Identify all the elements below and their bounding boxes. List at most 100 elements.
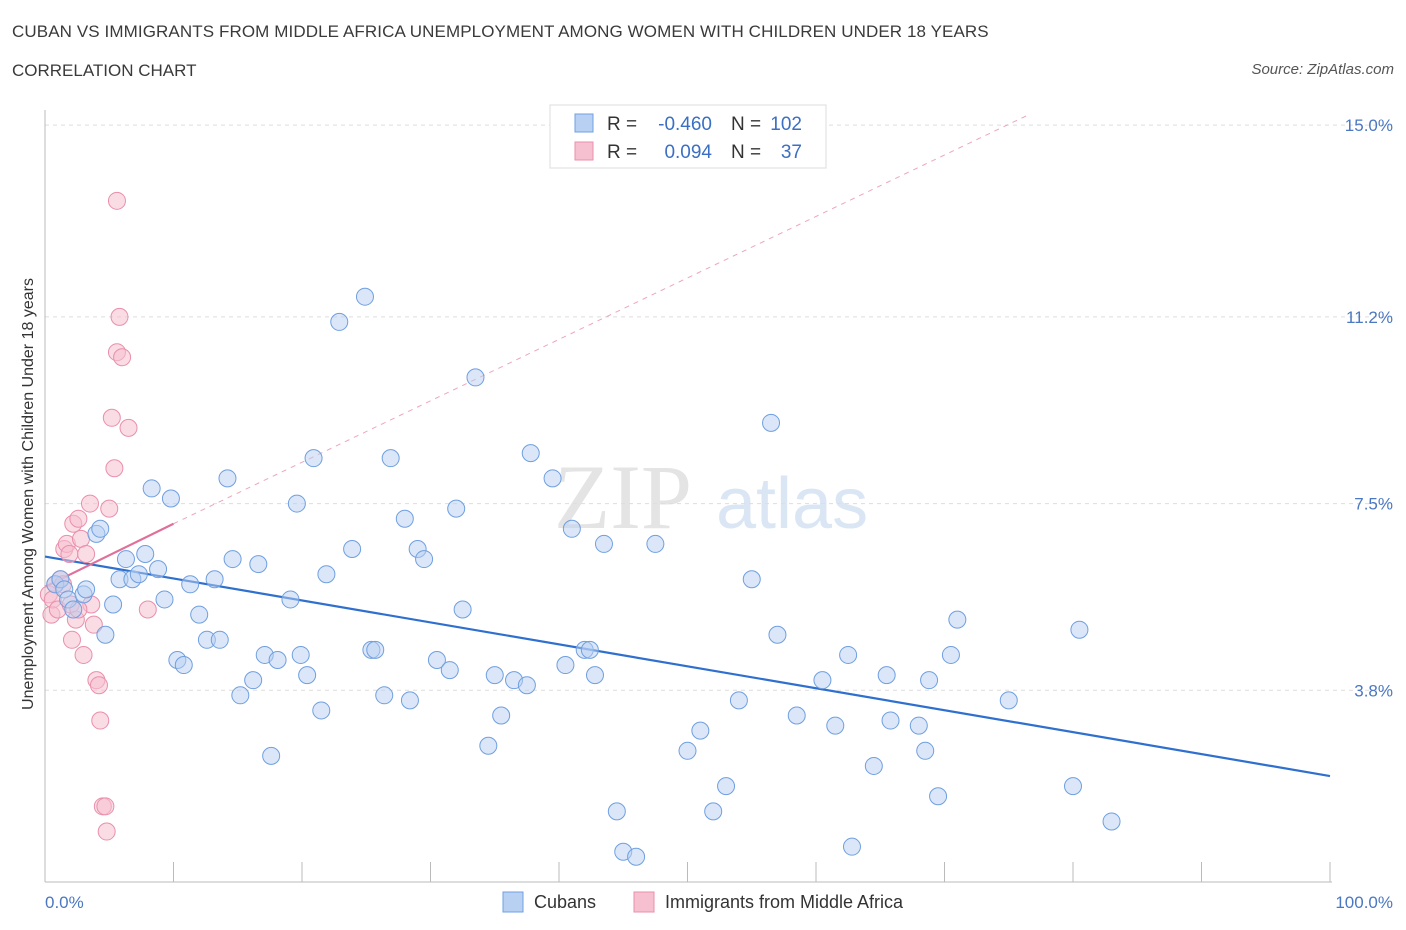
watermark: ZIP atlas <box>554 446 868 548</box>
y-tick-label: 3.8% <box>1354 681 1393 700</box>
cubans-point <box>218 469 237 488</box>
cubans-point <box>205 570 224 589</box>
cubans-point <box>223 550 242 569</box>
cubans-point <box>562 519 581 538</box>
stats-legend: R = -0.460 N = 102 R = 0.094 N = 37 <box>549 104 827 169</box>
cubans-point <box>646 534 665 553</box>
x-ticks <box>44 862 1331 882</box>
bottom-swatch-immigrants <box>633 891 655 913</box>
immigrants-point <box>102 408 121 427</box>
cubans-point <box>136 545 155 564</box>
cubans-point <box>161 489 180 508</box>
cubans-point <box>948 610 967 629</box>
y-tick-label: 11.2% <box>1346 308 1393 327</box>
cubans-point <box>813 671 832 690</box>
cubans-point <box>787 706 806 725</box>
cubans-point <box>585 666 604 685</box>
immigrants-point <box>113 348 132 367</box>
cubans-point <box>485 666 504 685</box>
immigrants-point <box>71 529 90 548</box>
cubans-point <box>91 519 110 538</box>
cubans-point <box>249 555 268 574</box>
cubans-point <box>492 706 511 725</box>
cubans-point <box>466 368 485 387</box>
legend-label-cubans: Cubans <box>534 892 596 912</box>
cubans-point <box>607 802 626 821</box>
cubans-point <box>298 666 317 685</box>
cubans-points <box>46 287 1121 866</box>
chart-subtitle: CORRELATION CHART <box>12 61 197 80</box>
cubans-point <box>521 444 540 463</box>
cubans-point <box>729 691 748 710</box>
cubans-point <box>717 777 736 796</box>
cubans-point <box>556 656 575 675</box>
cubans-point <box>427 650 446 669</box>
cubans-point <box>149 560 168 579</box>
immigrants-point <box>89 676 108 695</box>
cubans-point <box>768 625 787 644</box>
y-axis-label: Unemployment Among Women with Children U… <box>20 278 37 710</box>
legend-r-label-2: R = <box>607 142 637 163</box>
cubans-trendline <box>44 555 1331 778</box>
cubans-point <box>64 600 83 619</box>
immigrants-point <box>97 822 116 841</box>
cubans-point <box>826 716 845 735</box>
cubans-point <box>704 802 723 821</box>
cubans-point <box>1070 620 1089 639</box>
cubans-point <box>129 565 148 584</box>
cubans-point <box>742 570 761 589</box>
legend-swatch-pink <box>574 141 594 161</box>
cubans-point <box>96 625 115 644</box>
immigrants-point <box>60 545 79 564</box>
bottom-swatch-cubans <box>502 891 524 913</box>
legend-label-immigrants: Immigrants from Middle Africa <box>665 892 904 912</box>
cubans-point <box>999 691 1018 710</box>
legend-n-value-1: 102 <box>770 114 802 135</box>
legend-r-value-1: -0.460 <box>658 114 712 135</box>
axes <box>44 110 1332 883</box>
cubans-point <box>244 671 263 690</box>
cubans-point <box>440 661 459 680</box>
cubans-point <box>317 565 336 584</box>
cubans-point <box>447 499 466 518</box>
cubans-point <box>181 575 200 594</box>
cubans-point <box>627 847 646 866</box>
cubans-point <box>262 746 281 765</box>
immigrants-point <box>96 797 115 816</box>
gridlines <box>45 124 1392 691</box>
immigrants-point <box>91 711 110 730</box>
cubans-point <box>343 539 362 558</box>
chart-title: CUBAN VS IMMIGRANTS FROM MIDDLE AFRICA U… <box>12 22 989 41</box>
cubans-point <box>929 787 948 806</box>
legend-n-label-2: N = <box>731 142 761 163</box>
cubans-point <box>941 645 960 664</box>
immigrants-point <box>69 509 88 528</box>
cubans-point <box>291 645 310 664</box>
cubans-point <box>864 756 883 775</box>
legend-n-label-1: N = <box>731 114 761 135</box>
legend-swatch-blue <box>574 113 594 133</box>
cubans-point <box>916 741 935 760</box>
immigrants-point <box>74 645 93 664</box>
cubans-point <box>355 287 374 306</box>
cubans-point <box>881 711 900 730</box>
cubans-point <box>415 550 434 569</box>
cubans-point <box>395 509 414 528</box>
cubans-point <box>400 691 419 710</box>
immigrants-point <box>110 307 129 326</box>
immigrants-point <box>77 545 96 564</box>
stats-legend-box <box>549 104 827 169</box>
cubans-point <box>281 590 300 609</box>
cubans-point <box>453 600 472 619</box>
cubans-point <box>678 741 697 760</box>
cubans-point <box>190 605 209 624</box>
cubans-point <box>1064 777 1082 796</box>
cubans-point <box>174 656 193 675</box>
cubans-point <box>366 640 385 659</box>
immigrants-point <box>62 630 81 649</box>
cubans-point <box>691 721 710 740</box>
cubans-point <box>479 736 498 755</box>
cubans-point <box>142 479 161 498</box>
immigrants-points <box>39 191 157 841</box>
